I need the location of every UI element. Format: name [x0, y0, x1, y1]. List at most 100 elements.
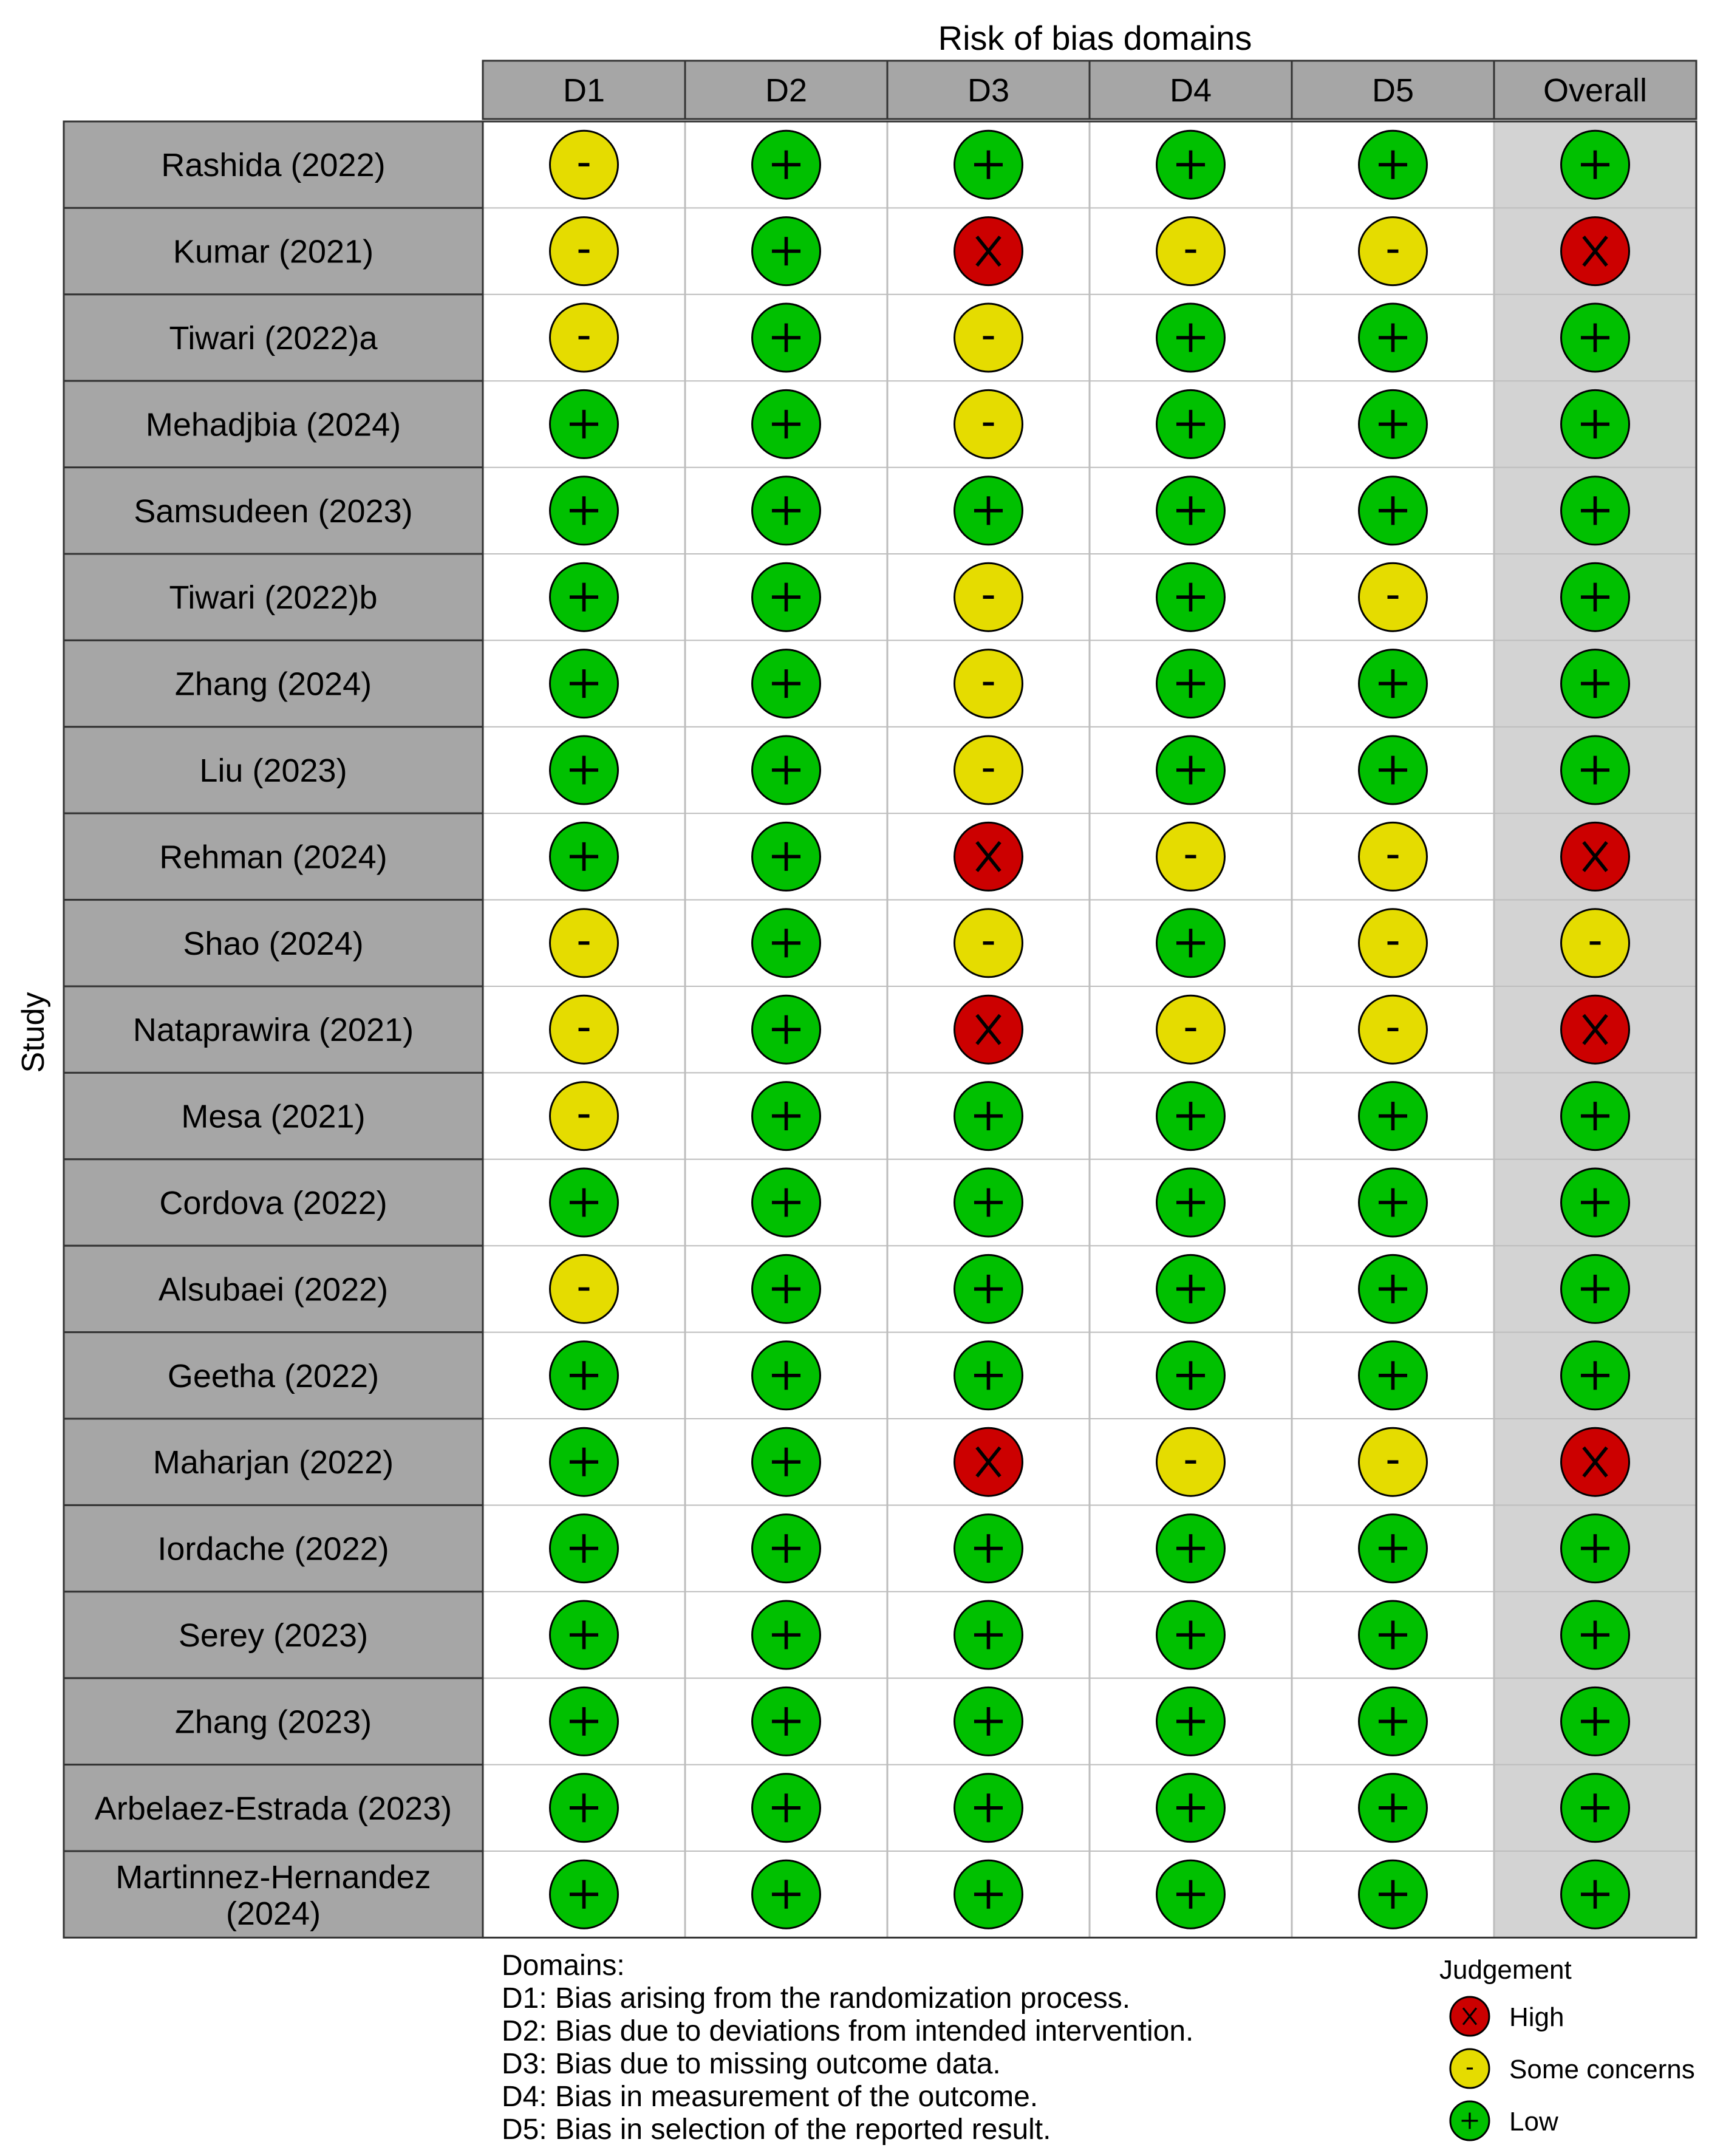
domains-legend: Domains: D1: Bias arising from the rando… — [502, 1950, 1352, 2146]
judgement-iordache-2022-overall — [1560, 1513, 1630, 1584]
judgement-legend-item-low: Low — [1449, 2100, 1558, 2141]
judgement-liu-2023-overall — [1560, 735, 1630, 805]
study-label: Alsubaei (2022) — [159, 1271, 388, 1308]
judgement-zhang-2024-d4 — [1156, 649, 1226, 719]
column-header-d1: D1 — [482, 60, 686, 120]
judgement-tiwari-2022-a-overall — [1560, 302, 1630, 373]
judgement-martinnez-hernandez-2024-d5 — [1358, 1859, 1428, 1929]
study-label: Cordova (2022) — [159, 1185, 387, 1221]
judgement-tiwari-2022-b-d4 — [1156, 562, 1226, 632]
judgement-maharjan-2022-d4 — [1156, 1427, 1226, 1497]
domains-legend-item-d2: D2: Bias due to deviations from intended… — [502, 2015, 1194, 2047]
judgement-legend-symbol-low — [1449, 2100, 1490, 2141]
judgement-alsubaei-2022-d2 — [751, 1254, 821, 1324]
judgement-mehadjbia-2024-d5 — [1358, 389, 1428, 459]
judgement-alsubaei-2022-d3 — [954, 1254, 1023, 1324]
judgement-legend-symbol-some-concerns — [1449, 2048, 1490, 2089]
domains-legend-item-d4: D4: Bias in measurement of the outcome. — [502, 2081, 1039, 2113]
study-row-kumar-2021: Kumar (2021) — [63, 206, 484, 296]
study-row-tiwari-2022-a: Tiwari (2022)a — [63, 293, 484, 382]
judgement-serey-2023-d2 — [751, 1600, 821, 1670]
judgement-tiwari-2022-a-d5 — [1358, 302, 1428, 373]
study-row-cordova-2022: Cordova (2022) — [63, 1158, 484, 1247]
judgement-alsubaei-2022-overall — [1560, 1254, 1630, 1324]
column-header-d2: D2 — [684, 60, 889, 120]
judgement-tiwari-2022-b-d1 — [549, 562, 619, 632]
judgement-tiwari-2022-b-d3 — [954, 562, 1023, 632]
judgement-iordache-2022-d2 — [751, 1513, 821, 1584]
judgement-tiwari-2022-b-d5 — [1358, 562, 1428, 632]
judgement-tiwari-2022-b-d2 — [751, 562, 821, 632]
study-label: Serey (2023) — [179, 1617, 368, 1654]
study-label: Tiwari (2022)a — [169, 320, 378, 356]
judgement-tiwari-2022-b-overall — [1560, 562, 1630, 632]
judgement-shao-2024-d2 — [751, 908, 821, 978]
judgement-shao-2024-d5 — [1358, 908, 1428, 978]
study-label: Mehadjbia (2024) — [146, 406, 401, 443]
judgement-nataprawira-2021-d5 — [1358, 994, 1428, 1065]
judgement-samsudeen-2023-d3 — [954, 476, 1023, 546]
domains-legend-heading: Domains: — [502, 1950, 625, 1982]
judgement-samsudeen-2023-overall — [1560, 476, 1630, 546]
judgement-zhang-2023-d5 — [1358, 1686, 1428, 1756]
judgement-shao-2024-d1 — [549, 908, 619, 978]
judgement-tiwari-2022-a-d4 — [1156, 302, 1226, 373]
study-label: Rehman (2024) — [159, 839, 387, 875]
study-label: Maharjan (2022) — [153, 1444, 394, 1481]
judgement-legend-title: Judgement — [1439, 1955, 1572, 1985]
column-header-overall: Overall — [1493, 60, 1697, 120]
study-label: Geetha (2022) — [168, 1358, 379, 1394]
judgement-rehman-2024-d4 — [1156, 821, 1226, 892]
judgement-arbelaez-estrada-2023-d5 — [1358, 1773, 1428, 1843]
judgement-arbelaez-estrada-2023-d2 — [751, 1773, 821, 1843]
study-label: Martinnez-Hernandez (2024) — [115, 1859, 431, 1932]
judgement-geetha-2022-d4 — [1156, 1340, 1226, 1411]
judgement-kumar-2021-d5 — [1358, 216, 1428, 287]
judgement-iordache-2022-d4 — [1156, 1513, 1226, 1584]
judgement-nataprawira-2021-d4 — [1156, 994, 1226, 1065]
judgement-tiwari-2022-a-d2 — [751, 302, 821, 373]
study-row-tiwari-2022-b: Tiwari (2022)b — [63, 553, 484, 641]
judgement-mehadjbia-2024-overall — [1560, 389, 1630, 459]
study-row-mesa-2021: Mesa (2021) — [63, 1071, 484, 1161]
column-header-d3: D3 — [886, 60, 1091, 120]
study-row-liu-2023: Liu (2023) — [63, 726, 484, 814]
judgement-rehman-2024-d1 — [549, 821, 619, 892]
judgement-arbelaez-estrada-2023-d3 — [954, 1773, 1023, 1843]
judgement-cordova-2022-d1 — [549, 1167, 619, 1238]
judgement-martinnez-hernandez-2024-d2 — [751, 1859, 821, 1929]
judgement-mesa-2021-d3 — [954, 1081, 1023, 1151]
judgement-rehman-2024-d3 — [954, 821, 1023, 892]
judgement-legend-item-some-concerns: Some concerns — [1449, 2048, 1695, 2089]
judgement-iordache-2022-d3 — [954, 1513, 1023, 1584]
study-label: Shao (2024) — [183, 926, 363, 962]
judgement-samsudeen-2023-d1 — [549, 476, 619, 546]
judgement-nataprawira-2021-d1 — [549, 994, 619, 1065]
judgement-rashida-2022-overall — [1560, 129, 1630, 200]
judgement-kumar-2021-overall — [1560, 216, 1630, 287]
grid-cells — [482, 120, 1697, 1939]
judgement-rashida-2022-d2 — [751, 129, 821, 200]
judgement-cordova-2022-overall — [1560, 1167, 1630, 1238]
judgement-maharjan-2022-d2 — [751, 1427, 821, 1497]
svg-text:Low: Low — [1509, 2107, 1558, 2137]
svg-text:D5: D5 — [1372, 72, 1414, 109]
judgement-cordova-2022-d4 — [1156, 1167, 1226, 1238]
judgement-rashida-2022-d4 — [1156, 129, 1226, 200]
judgement-geetha-2022-d1 — [549, 1340, 619, 1411]
judgement-kumar-2021-d3 — [954, 216, 1023, 287]
judgement-maharjan-2022-d5 — [1358, 1427, 1428, 1497]
judgement-zhang-2023-d1 — [549, 1686, 619, 1756]
study-row-shao-2024: Shao (2024) — [63, 899, 484, 988]
study-row-geetha-2022: Geetha (2022) — [63, 1331, 484, 1420]
judgement-maharjan-2022-d1 — [549, 1427, 619, 1497]
study-row-nataprawira-2021: Nataprawira (2021) — [63, 985, 484, 1074]
judgement-iordache-2022-d1 — [549, 1513, 619, 1584]
judgement-cordova-2022-d2 — [751, 1167, 821, 1238]
judgement-geetha-2022-d2 — [751, 1340, 821, 1411]
study-row-zhang-2023: Zhang (2023) — [63, 1677, 484, 1766]
judgement-geetha-2022-d3 — [954, 1340, 1023, 1411]
judgement-cordova-2022-d3 — [954, 1167, 1023, 1238]
judgement-serey-2023-d4 — [1156, 1600, 1226, 1670]
judgement-arbelaez-estrada-2023-d4 — [1156, 1773, 1226, 1843]
